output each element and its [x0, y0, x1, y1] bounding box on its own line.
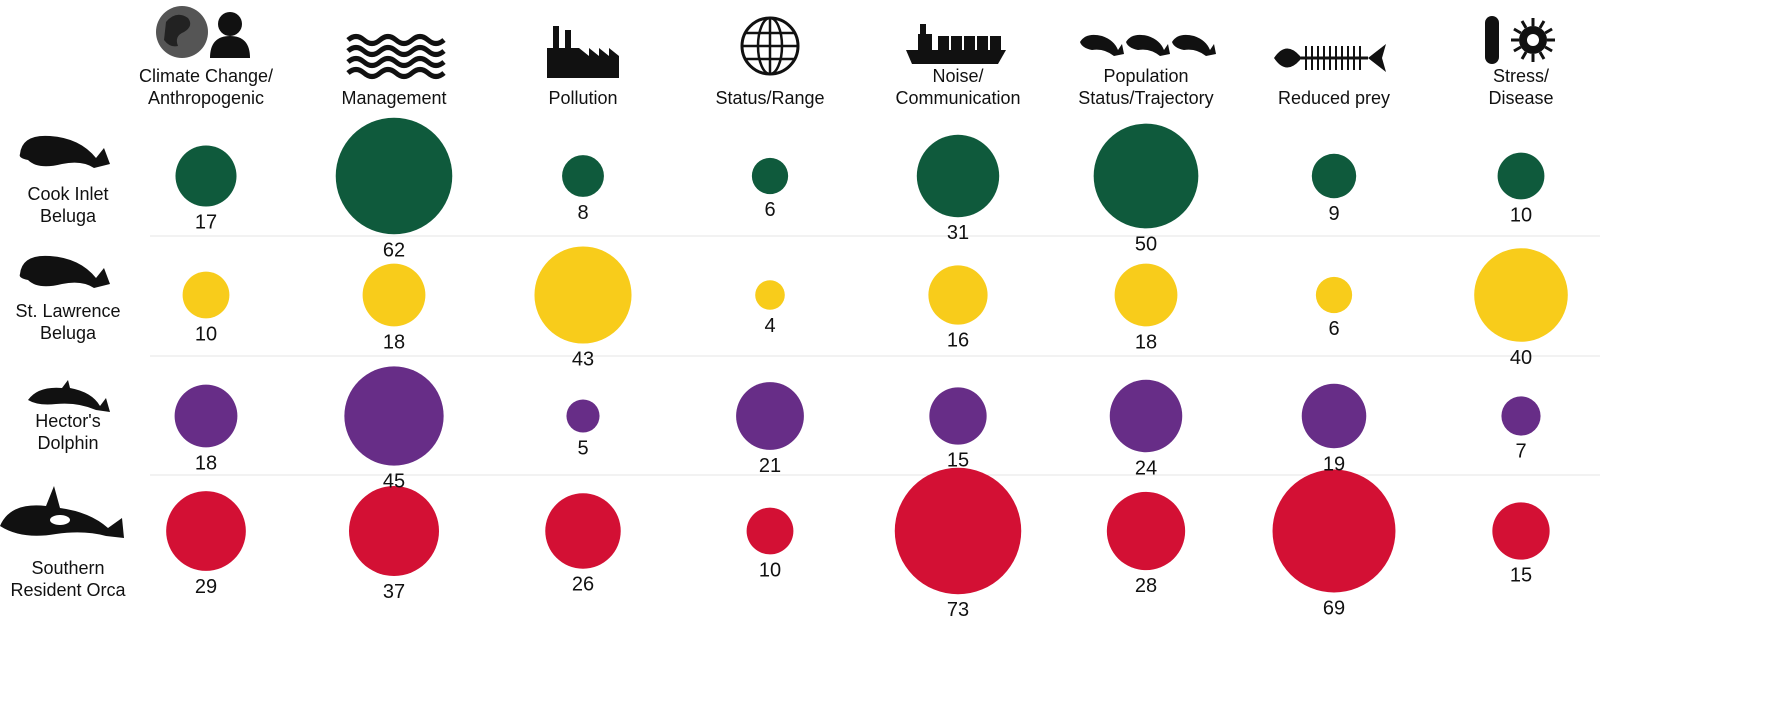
- bubble: [1114, 263, 1178, 327]
- value-label: 40: [1510, 347, 1532, 369]
- bubble: [344, 366, 444, 466]
- value-label: 50: [1135, 233, 1157, 255]
- bubble: [1501, 396, 1541, 436]
- value-label: 16: [947, 330, 969, 352]
- value-label: 6: [764, 199, 775, 221]
- column-label: Pollution: [548, 88, 617, 108]
- value-label: 29: [195, 576, 217, 598]
- bubble: [1106, 491, 1186, 571]
- bubble: [174, 384, 238, 448]
- bubble: [1301, 383, 1367, 449]
- value-label: 10: [195, 323, 217, 345]
- value-label: 8: [577, 202, 588, 224]
- row-icons: [0, 135, 124, 538]
- bubble: [755, 280, 785, 310]
- column-label: Reduced prey: [1278, 88, 1390, 108]
- bubble: [362, 263, 426, 327]
- bubble: [916, 134, 1000, 218]
- fish-skeleton-icon: [1274, 44, 1386, 72]
- value-label: 5: [577, 438, 588, 460]
- cargo-ship-icon: [906, 24, 1006, 64]
- bubble: [166, 491, 246, 571]
- value-label: 18: [1135, 331, 1157, 353]
- value-label: 18: [383, 331, 405, 353]
- bubble: [1474, 248, 1568, 342]
- value-label: 37: [383, 581, 405, 603]
- value-label: 43: [572, 349, 594, 371]
- value-label: 10: [1510, 204, 1532, 226]
- row-label: Southern Resident Orca: [10, 558, 126, 600]
- bubble: [1109, 379, 1183, 453]
- value-label: 24: [1135, 457, 1157, 479]
- value-label: 73: [947, 599, 969, 621]
- bubble: [1272, 469, 1396, 593]
- row-labels: Cook Inlet Beluga St. Lawrence Beluga Hector…: [10, 184, 126, 600]
- value-label: 4: [764, 315, 775, 337]
- value-label: 69: [1323, 598, 1345, 620]
- orca-icon: [0, 486, 124, 538]
- value-label: 45: [383, 471, 405, 493]
- bubble: [534, 246, 632, 344]
- value-label: 6: [1328, 318, 1339, 340]
- column-label: Stress/Disease: [1488, 66, 1553, 108]
- bubble: [1492, 502, 1550, 560]
- bubble: [1315, 276, 1353, 314]
- value-label: 19: [1323, 453, 1345, 475]
- bubble: [751, 157, 789, 195]
- value-label: 31: [947, 222, 969, 244]
- column-labels: Climate Change/Anthropogenic Management Po…: [139, 66, 1554, 108]
- three-whales-icon: [1080, 34, 1216, 56]
- bubbles: [166, 117, 1568, 595]
- row-label: Cook Inlet Beluga: [27, 184, 108, 226]
- value-label: 28: [1135, 575, 1157, 597]
- microbe-icon: [1485, 16, 1555, 64]
- bubble: [1311, 153, 1357, 199]
- value-label: 18: [195, 452, 217, 474]
- value-labels: 17 62 8 6 31 50 9 10 10 18 43 4 16 18 6 40 18 45 5 21 15 24 19…: [195, 199, 1532, 621]
- column-label: Noise/Communication: [895, 66, 1020, 108]
- bubble: [566, 399, 600, 433]
- value-label: 26: [572, 574, 594, 596]
- column-label: Population Status/Trajectory: [1078, 66, 1213, 108]
- factory-icon: [547, 26, 619, 78]
- globe-person-icon: [156, 6, 250, 58]
- bubble: [894, 467, 1022, 595]
- value-label: 15: [1510, 565, 1532, 587]
- bubble: [182, 271, 230, 319]
- bubble: [545, 493, 621, 569]
- value-label: 15: [947, 450, 969, 472]
- dolphin-icon: [28, 380, 110, 412]
- globe-grid-icon: [740, 16, 800, 76]
- bubble: [746, 507, 794, 555]
- row-label: St. Lawrence Beluga: [15, 301, 120, 343]
- value-label: 17: [195, 212, 217, 234]
- bubble: [348, 485, 440, 577]
- beluga-icon: [19, 255, 110, 288]
- value-label: 10: [759, 559, 781, 581]
- column-label: Management: [341, 88, 446, 108]
- bubble: [562, 155, 604, 197]
- bubble: [1497, 152, 1545, 200]
- value-label: 62: [383, 239, 405, 261]
- beluga-icon: [19, 135, 110, 168]
- column-icons: [156, 6, 1555, 79]
- bubble: [929, 387, 987, 445]
- bubble: [335, 117, 453, 235]
- value-label: 9: [1328, 203, 1339, 225]
- column-label: Status/Range: [715, 88, 824, 108]
- column-label: Climate Change/Anthropogenic: [139, 66, 273, 108]
- bubble: [1093, 123, 1199, 229]
- value-label: 7: [1515, 441, 1526, 463]
- row-label: Hector's Dolphin: [35, 411, 100, 453]
- bubble: [736, 382, 804, 450]
- bubble: [175, 145, 237, 207]
- bubble: [928, 265, 988, 325]
- value-label: 21: [759, 455, 781, 477]
- waves-icon: [346, 34, 446, 79]
